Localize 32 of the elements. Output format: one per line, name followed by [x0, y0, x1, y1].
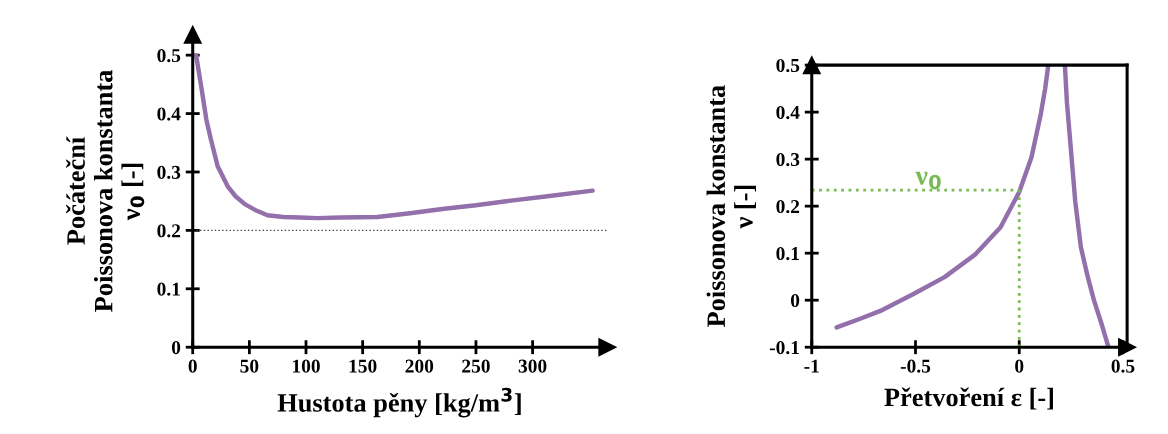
y-axis-title: Počáteční Poissonova konstanta ν$_{0}$ [-]	[66, 70, 145, 312]
line-series	[834, 65, 1051, 330]
x-tick-label: 0	[188, 359, 197, 373]
y-tick-label: 0.5	[776, 58, 800, 73]
y-tick-label: 0.1	[157, 282, 180, 296]
y-tick-label: 0	[790, 294, 800, 308]
x-tick-label: -0.5	[900, 359, 931, 373]
y-tick-label: 0.2	[157, 224, 181, 238]
y-tick-label: 0.5	[157, 48, 181, 63]
y-tick-label: 0	[171, 341, 181, 355]
x-tick-label: -1	[804, 359, 819, 373]
x-tick-label: 0	[1015, 359, 1024, 373]
x-tick-label: 0.5	[1111, 359, 1135, 373]
y-axis-title: Poissonova konstanta ν [-]	[706, 85, 756, 328]
y-tick-label: 0.4	[157, 107, 181, 121]
x-tick-label: 250	[462, 359, 490, 373]
y-tick-label: 0.3	[776, 152, 800, 167]
y-tick-label: 0.2	[776, 199, 800, 214]
x-tick-label: 50	[240, 359, 259, 373]
x-axis-title: Hustota pěny [kg/m$^{3}$]	[277, 387, 521, 418]
y-tick-label: 0.4	[776, 105, 800, 120]
x-tick-label: 200	[405, 359, 434, 373]
y-tick-label: 0.3	[157, 165, 181, 179]
annotation: ν$_{0}$	[915, 171, 941, 190]
x-tick-label: 300	[518, 359, 547, 373]
line-series	[193, 52, 595, 221]
y-tick-label: 0.1	[776, 246, 799, 261]
x-tick-label: 150	[349, 359, 377, 373]
line-series	[1062, 65, 1111, 348]
x-axis-title: Přetvoření ε [-]	[884, 387, 1053, 410]
y-tick-label: -0.1	[769, 341, 799, 355]
x-tick-label: 100	[292, 359, 320, 373]
